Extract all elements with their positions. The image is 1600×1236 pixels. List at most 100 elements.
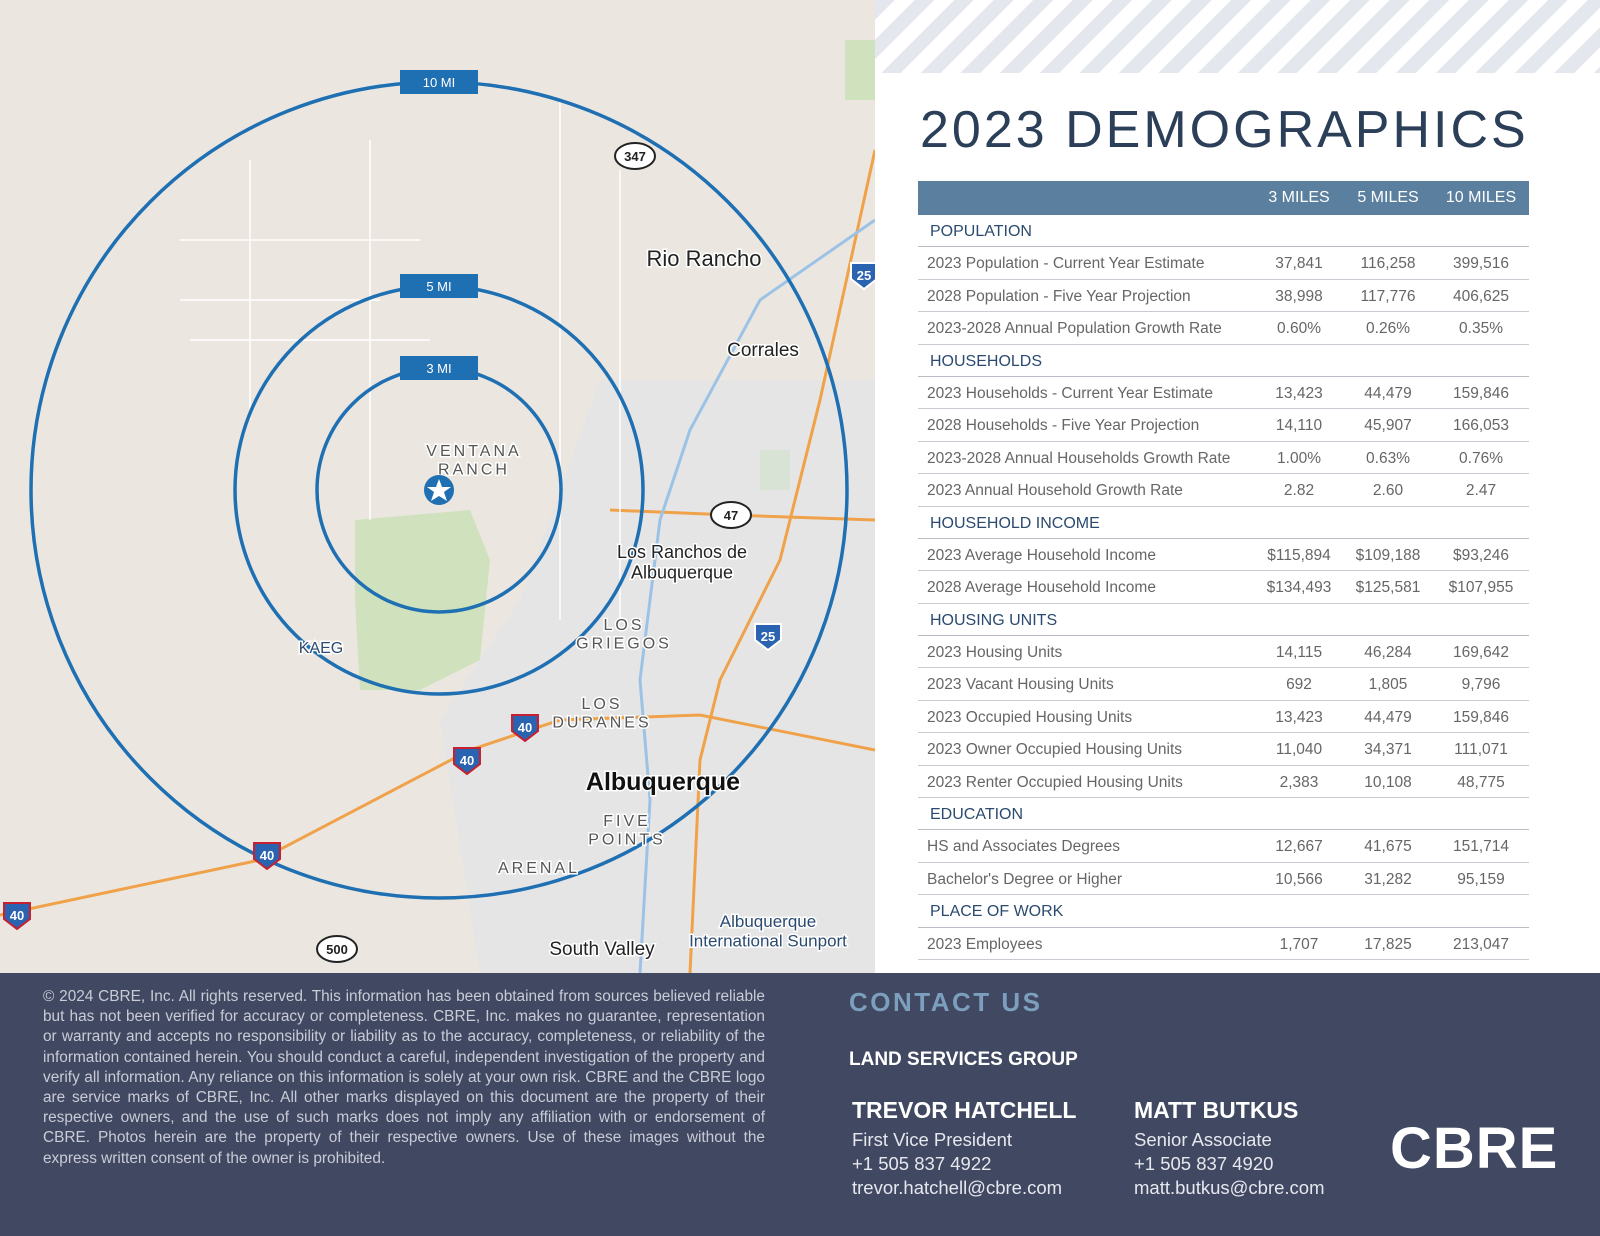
table-row: 2023 Occupied Housing Units 13,423 44,479 1… [918,701,1529,734]
contact-name: TREVOR HATCHELL [852,1097,1077,1123]
river [638,218,875,973]
cell-value: $134,493 [1266,579,1332,597]
cell-value: 37,841 [1275,255,1323,273]
cell-value: 44,479 [1364,384,1412,402]
cell-value: 13,423 [1275,384,1323,402]
table-row: 2023 Vacant Housing Units 692 1,805 9,796 [918,668,1529,701]
cell-value: 10,566 [1275,870,1323,888]
place-label: POINTS [588,831,666,848]
table-row: Bachelor's Degree or Higher 10,566 31,282 9… [918,863,1529,896]
section-row: HOUSING UNITS [918,604,1529,637]
column-header: 5 MILES [1357,189,1419,206]
cell-value: 692 [1286,676,1312,694]
column-header: 3 MILES [1268,189,1330,206]
cell-value: 169,642 [1452,644,1510,662]
ring-label: 10 MI [423,75,456,90]
row-label: 2028 Households - Five Year Projection [927,417,1200,435]
contact-heading: CONTACT US [849,987,1043,1017]
cell-value: 31,282 [1364,870,1412,888]
route-shield [614,142,656,170]
route-shield [754,623,782,652]
place-label: FIVE [603,813,651,830]
column-header: 10 MILES [1445,189,1517,206]
row-label: 2023 Occupied Housing Units [927,708,1133,726]
cell-value: 2.47 [1465,482,1497,500]
route-number: 47 [724,508,738,523]
place-label: Albuquerque [631,563,733,583]
table-row: 2023-2028 Annual Households Growth Rate 1… [918,442,1529,475]
row-label: 2023 Households - Current Year Estimate [927,384,1214,402]
table-row: 2023 Population - Current Year Estimate 3… [918,247,1529,280]
cell-value: 0.26% [1366,320,1410,338]
cell-value: 34,371 [1364,741,1412,759]
table-row: 2023-2028 Annual Population Growth Rate 0… [918,312,1529,345]
section-row: EDUCATION [918,798,1529,831]
logo: CBRE [1390,1116,1559,1181]
cell-value: $115,894 [1267,546,1331,564]
ring-label: 5 MI [426,279,451,294]
cell-value: 166,053 [1452,417,1510,435]
place-label: KAEG [299,640,343,657]
footer: © 2024 CBRE, Inc. All rights reserved. T… [0,973,1600,1236]
table-header: 3 MILES 5 MILES 10 MILES [918,181,1529,215]
route-shield [850,262,875,291]
table-row: 2023 Employees 1,707 17,825 213,047 [918,928,1529,960]
route-number: 500 [326,942,348,957]
contact-phone: +1 505 837 4920 [1134,1153,1274,1174]
table-row: 2023 Renter Occupied Housing Units 2,383 1… [918,766,1529,799]
cell-value: 0.60% [1277,320,1321,338]
place-label: LOS [603,617,644,634]
row-label: 2023 Housing Units [927,644,1063,662]
cell-value: 0.63% [1366,449,1410,467]
ring-label: 3 MI [426,361,451,376]
cell-value: 213,047 [1452,935,1510,953]
place-label: GRIEGOS [576,635,672,652]
table-row: 2023 Annual Household Growth Rate 2.82 2.6… [918,474,1529,507]
site-marker [424,475,454,505]
section-title: 2023 DEMOGRAPHICS [920,101,1529,159]
row-label: 2023 Vacant Housing Units [927,676,1114,694]
cell-value: $93,246 [1452,546,1510,564]
cell-value: 2.60 [1372,482,1404,500]
cell-value: 9,796 [1461,676,1501,694]
cell-value: 1,707 [1279,935,1319,953]
cell-value: 1.00% [1277,449,1321,467]
table-row: 2023 Average Household Income $115,894 $10… [918,539,1529,572]
section-name: HOUSEHOLDS [930,352,1043,370]
contact-title: First Vice President [852,1129,1013,1150]
row-label: 2028 Population - Five Year Projection [927,287,1191,305]
table-row: 2023 Housing Units 14,115 46,284 169,642 [918,636,1529,669]
ring-tag [400,356,478,380]
row-label: Bachelor's Degree or Higher [927,870,1123,888]
cell-value: 46,284 [1364,644,1412,662]
cell-value: 45,907 [1364,417,1412,435]
section-row: PLACE OF WORK [918,895,1529,928]
contact-card: MATT BUTKUS Senior Associate +1 505 837 49… [1134,1097,1324,1200]
map: 10 MI 5 MI 3 MI Rio Rancho Corrales VENTANAR… [0,0,875,973]
cell-value: 14,110 [1275,417,1323,435]
place-label: ARENAL [498,860,580,877]
cell-value: 41,675 [1364,838,1412,856]
cell-value: 151,714 [1452,838,1510,856]
place-label: International Sunport [689,932,847,951]
group-name: LAND SERVICES GROUP [849,1049,1078,1070]
cell-value: 111,071 [1454,741,1508,759]
route-number: 25 [761,629,775,644]
table-row: 2023 Households - Current Year Estimate 1… [918,377,1529,410]
route-shield [710,501,752,529]
section-name: EDUCATION [930,806,1024,824]
place-label: Corrales [727,340,799,361]
route-number: 40 [260,848,274,863]
cell-value: 13,423 [1275,708,1323,726]
cell-value: 2.82 [1283,482,1315,500]
cell-value: 159,846 [1452,708,1510,726]
section-name: PLACE OF WORK [930,903,1064,921]
cell-value: 2,383 [1279,773,1319,791]
contact-title: Senior Associate [1134,1129,1272,1150]
table-row: 2028 Population - Five Year Projection 38… [918,280,1529,313]
row-label: 2023 Owner Occupied Housing Units [927,741,1183,759]
streets [180,100,621,620]
table-row: 2023 Owner Occupied Housing Units 11,040 3… [918,733,1529,766]
place-label: Rio Rancho [647,246,762,271]
cell-value: 10,108 [1364,773,1412,791]
